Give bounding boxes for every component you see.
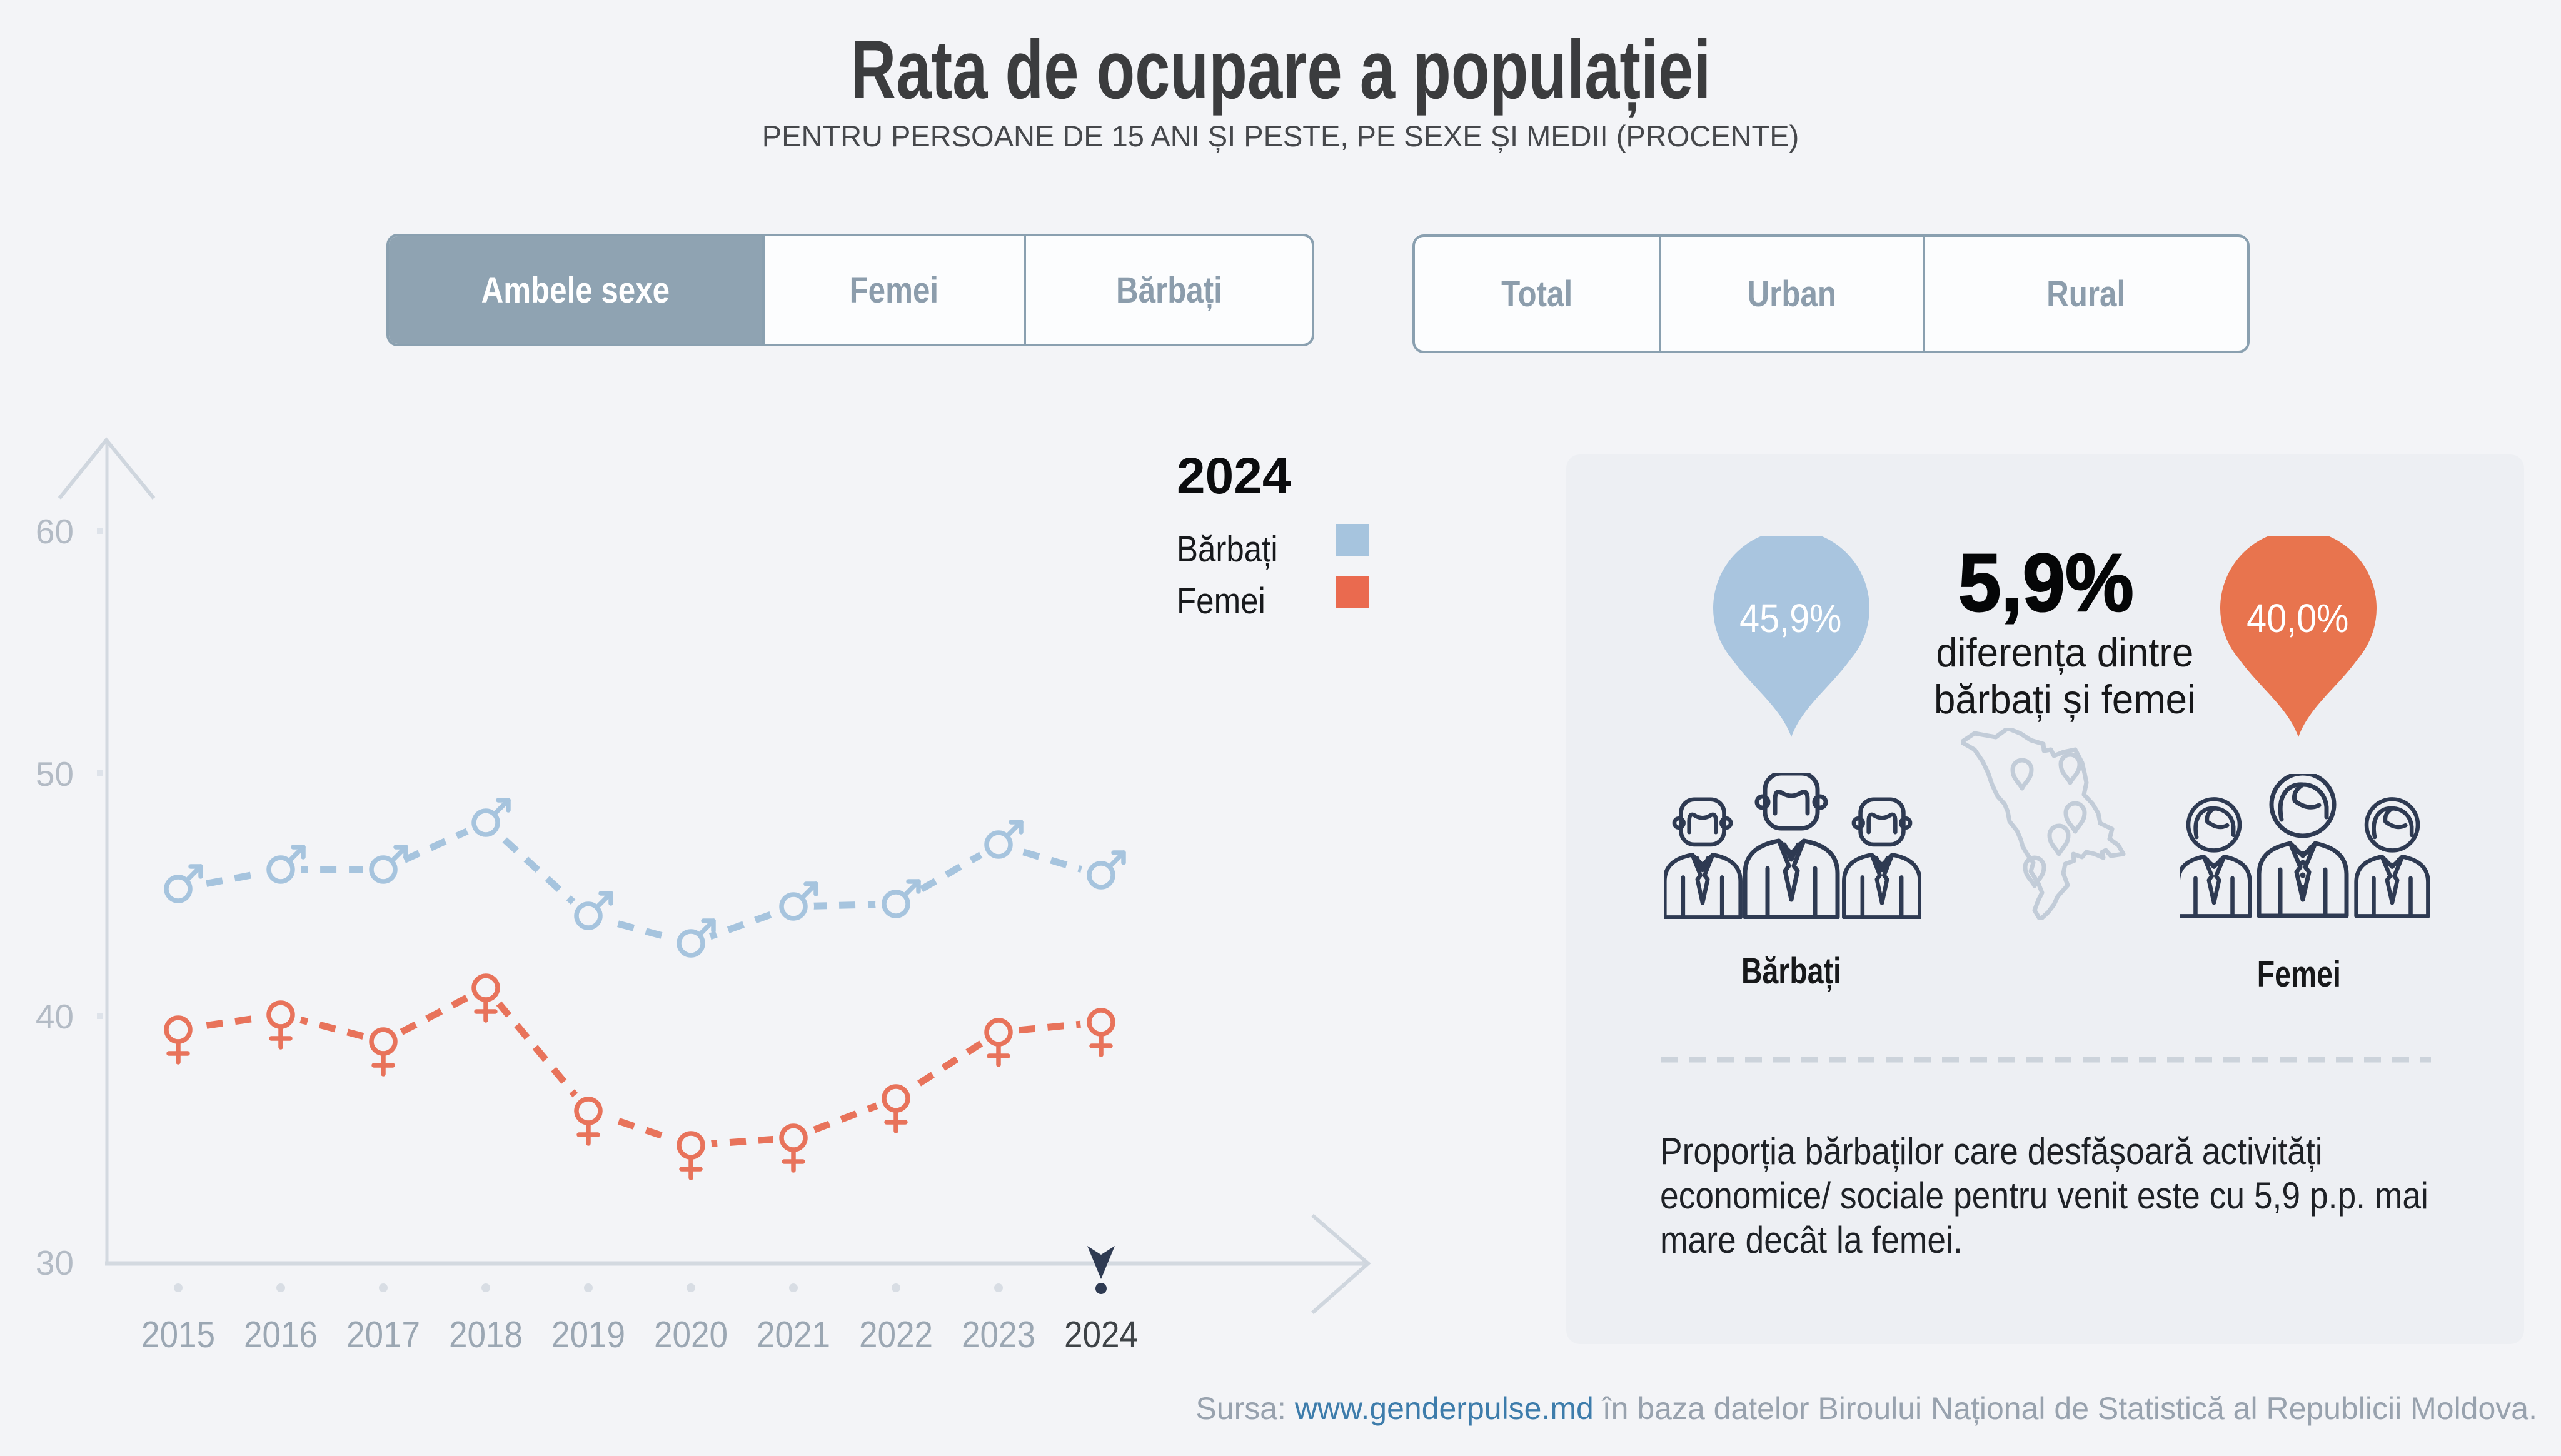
svg-text:2021: 2021 <box>757 1313 830 1355</box>
svg-text:2015: 2015 <box>141 1313 215 1355</box>
svg-text:2022: 2022 <box>859 1313 933 1355</box>
svg-text:2019: 2019 <box>551 1313 625 1355</box>
svg-text:2023: 2023 <box>962 1313 1035 1355</box>
svg-text:40: 40 <box>36 997 74 1036</box>
svg-text:2020: 2020 <box>654 1313 728 1355</box>
svg-text:30: 30 <box>36 1243 74 1282</box>
svg-text:2018: 2018 <box>449 1313 523 1355</box>
svg-text:2017: 2017 <box>346 1313 420 1355</box>
svg-text:50: 50 <box>36 755 74 793</box>
svg-text:2024: 2024 <box>1064 1313 1138 1355</box>
svg-text:60: 60 <box>36 512 74 551</box>
svg-text:2016: 2016 <box>244 1313 318 1355</box>
